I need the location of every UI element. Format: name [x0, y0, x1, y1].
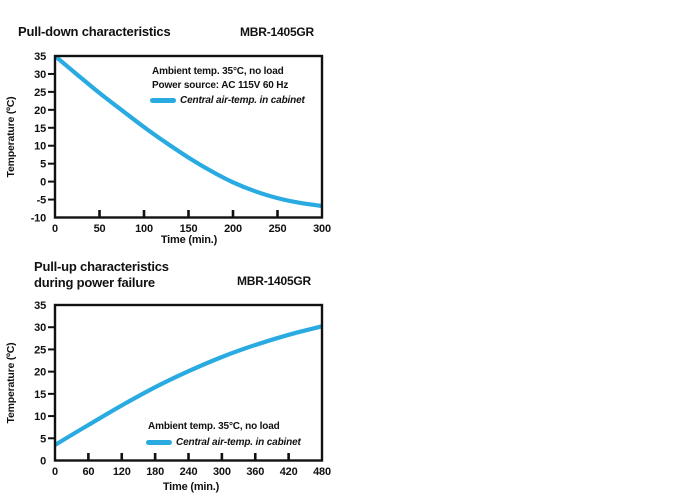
y-tick-label: 25 — [34, 344, 46, 356]
legend: Central air-temp. in cabinet — [146, 437, 301, 448]
legend-line-swatch — [150, 98, 176, 103]
x-tick-label: 300 — [313, 223, 331, 235]
pulldown-chart: Pull-down characteristics MBR-1405GR 0 50… — [0, 0, 360, 250]
y-tick-label: 15 — [34, 123, 46, 135]
temperature-curve — [55, 56, 322, 209]
x-tick-label: 420 — [280, 466, 298, 478]
x-tick-label: 300 — [213, 466, 231, 478]
x-tick-label: 50 — [94, 223, 106, 235]
model-label: MBR-1405GR — [237, 274, 312, 288]
annotation-ambient: Ambient temp. 35°C, no load — [152, 66, 284, 77]
x-tick-label: 120 — [113, 466, 131, 478]
x-tick-label: 150 — [180, 223, 198, 235]
y-tick-label: 20 — [34, 105, 46, 117]
y-tick-label: 0 — [40, 456, 46, 468]
plot-frame — [53, 54, 324, 219]
pullup-plot-svg: 0 60 120 180 240 300 360 420 480 0 5 10 15 20 25 30 35 — [34, 300, 331, 478]
x-tick-label: 100 — [135, 223, 153, 235]
y-tick-label: 10 — [34, 141, 46, 153]
x-tick-label: 250 — [269, 223, 287, 235]
y-tick-label: 25 — [34, 87, 46, 99]
x-tick-label: 240 — [180, 466, 198, 478]
annotation-power-source: Power source: AC 115V 60 Hz — [152, 79, 289, 91]
annotation-block: Ambient temp. 35°C, no load Central air-… — [146, 420, 301, 448]
x-tick-label: 180 — [146, 466, 164, 478]
chart-title-line1: Pull-up characteristics — [34, 259, 169, 274]
pullup-chart: Pull-up characteristics during power fail… — [0, 250, 360, 500]
chart-title: Pull-down characteristics — [18, 24, 171, 39]
x-axis-label: Time (min.) — [160, 234, 218, 246]
chart-title: Pull-up characteristics during power fail… — [34, 259, 169, 290]
y-tick-label: 30 — [34, 69, 46, 81]
pulldown-plot-svg: 0 50 100 150 200 250 300 -10 -5 0 5 10 15 20 25 30 35 — [31, 51, 331, 235]
annotation-block: Ambient temp. 35°C, no load Power source… — [150, 65, 305, 106]
x-tick-label: 0 — [52, 466, 58, 478]
y-tick-label: 10 — [34, 411, 46, 423]
y-tick-label: -10 — [31, 213, 46, 225]
x-tick-label: 360 — [246, 466, 264, 478]
model-label: MBR-1405GR — [240, 25, 315, 39]
y-tick-label: -5 — [37, 195, 46, 207]
y-axis-label: Temperature (ºC) — [5, 342, 17, 424]
legend-label: Central air-temp. in cabinet — [176, 436, 301, 448]
y-tick-label: 20 — [34, 367, 46, 379]
y-tick-label: 15 — [34, 389, 46, 401]
x-axis-label: Time (min.) — [162, 481, 220, 493]
x-tick-label: 200 — [224, 223, 242, 235]
y-tick-label: 5 — [40, 159, 46, 171]
y-axis-label: Temperature (ºC) — [5, 96, 17, 178]
y-tick-label: 30 — [34, 322, 46, 334]
x-tick-label: 0 — [52, 223, 58, 235]
annotation-ambient: Ambient temp. 35°C, no load — [148, 421, 280, 432]
legend: Central air-temp. in cabinet — [150, 95, 305, 106]
temperature-curve — [55, 324, 322, 447]
legend-line-swatch — [146, 439, 172, 445]
y-tick-label: 35 — [34, 300, 46, 312]
y-tick-label: 0 — [40, 177, 46, 189]
x-tick-label: 60 — [82, 466, 94, 478]
chart-title-line2: during power failure — [34, 274, 155, 290]
y-tick-label: 35 — [34, 51, 46, 63]
plot-frame — [53, 303, 324, 462]
x-tick-label: 480 — [313, 466, 331, 478]
y-tick-label: 5 — [40, 433, 46, 445]
legend-label: Central air-temp. in cabinet — [180, 95, 305, 106]
